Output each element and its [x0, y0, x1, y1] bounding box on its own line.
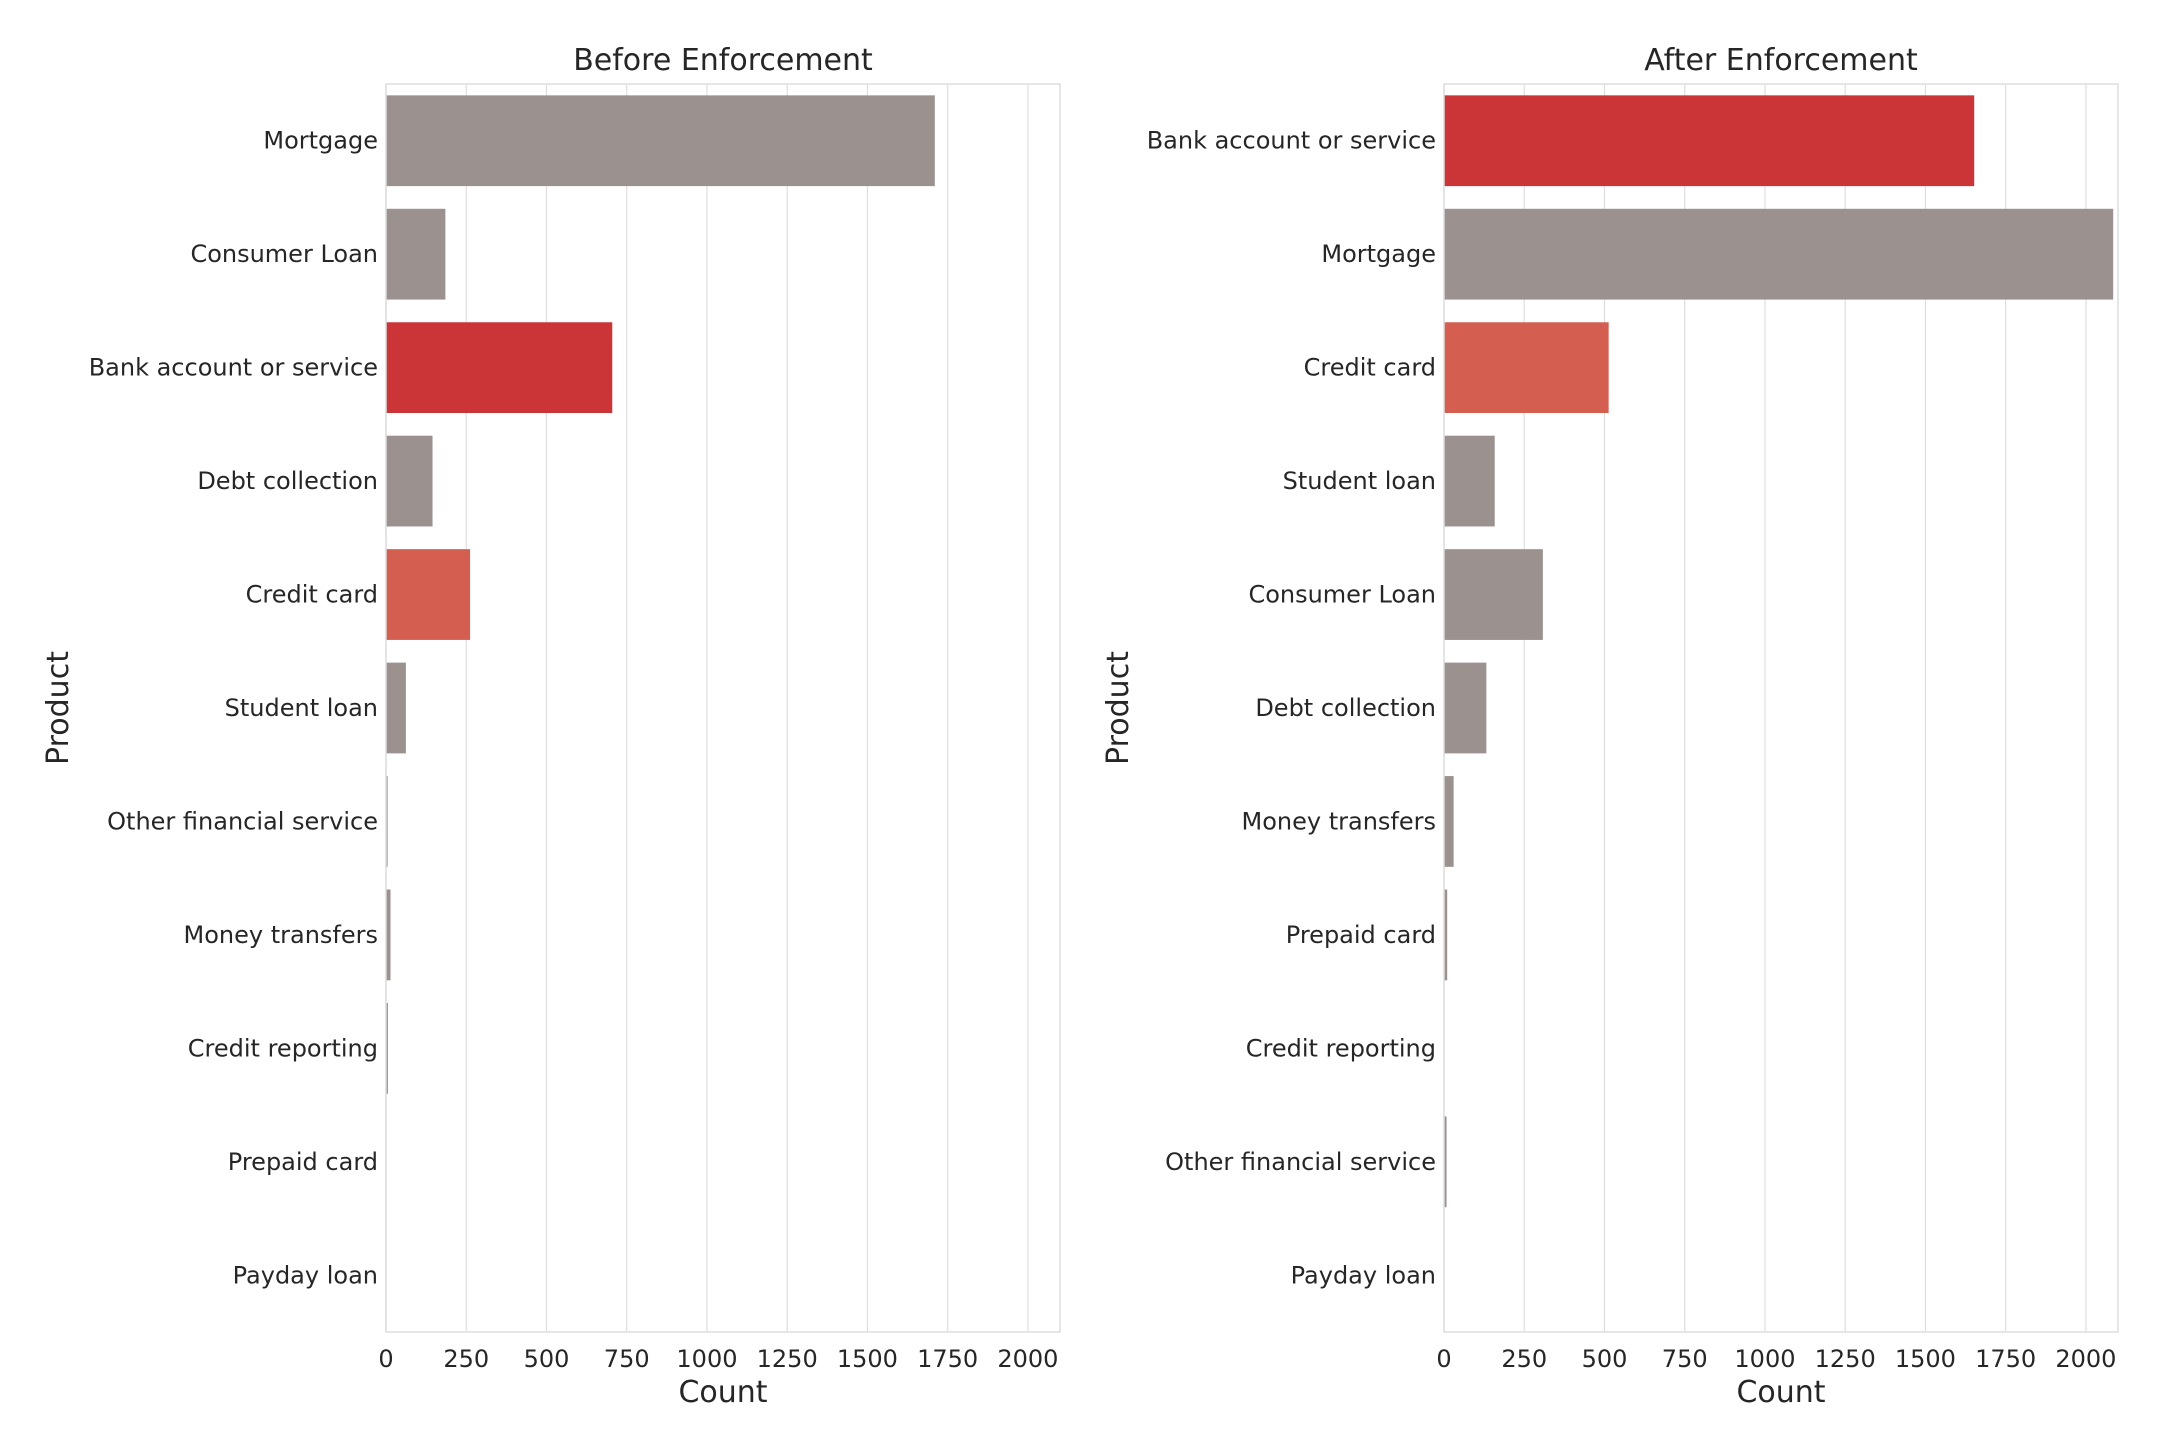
x-tick-label: 250 — [443, 1345, 489, 1373]
x-tick-label: 500 — [524, 1345, 570, 1373]
x-tick-label: 1000 — [1734, 1345, 1795, 1373]
y-tick-label: Bank account or service — [1147, 127, 1436, 155]
y-tick-label: Mortgage — [263, 127, 378, 155]
x-tick-label: 1750 — [1975, 1345, 2036, 1373]
y-tick-label: Student loan — [1283, 467, 1436, 495]
y-tick-label: Payday loan — [233, 1261, 378, 1289]
plot-frame — [385, 83, 1061, 1333]
x-tick-label: 750 — [604, 1345, 650, 1373]
y-tick-label: Credit reporting — [1246, 1034, 1436, 1062]
bar-student-loan — [386, 662, 406, 754]
bar-prepaid-card — [1444, 889, 1448, 981]
bar-credit-card — [386, 549, 471, 640]
y-axis-label: Product — [41, 651, 76, 765]
x-tick-label: 1250 — [1815, 1345, 1876, 1373]
x-tick-label: 1750 — [917, 1345, 978, 1373]
y-tick-label: Debt collection — [1255, 694, 1436, 722]
bar-other-financial-service — [386, 776, 388, 867]
bar-credit-reporting — [386, 1002, 388, 1094]
y-tick-label: Bank account or service — [89, 354, 378, 382]
y-tick-label: Credit card — [246, 581, 378, 609]
bar-debt-collection — [386, 435, 433, 527]
x-tick-label: 500 — [1582, 1345, 1628, 1373]
after-enforcement-panel: Bank account or service Mortgage Credit ca… — [1101, 43, 2119, 1410]
y-tick-label: Debt collection — [197, 467, 378, 495]
x-tick-label: 0 — [1436, 1345, 1451, 1373]
y-tick-label: Prepaid card — [1286, 921, 1436, 949]
chart-title: After Enforcement — [1644, 43, 1918, 78]
bar-mortgage — [386, 95, 935, 187]
bar-other-financial-service — [1444, 1116, 1447, 1208]
y-tick-label: Student loan — [225, 694, 378, 722]
bar-credit-card — [1444, 322, 1609, 414]
chart-title: Before Enforcement — [573, 43, 873, 78]
y-tick-label: Other financial service — [1165, 1148, 1436, 1176]
y-tick-label: Prepaid card — [228, 1148, 378, 1176]
bar-consumer-loan — [386, 208, 446, 300]
x-tick-label: 0 — [378, 1345, 393, 1373]
before-enforcement-panel: Mortgage Consumer Loan Bank account or ser… — [41, 43, 1061, 1410]
x-axis-label: Count — [1736, 1375, 1825, 1410]
bar-student-loan — [1444, 435, 1495, 527]
x-tick-label: 1000 — [676, 1345, 737, 1373]
bar-mortgage — [1444, 208, 2114, 300]
bar-bank-account-or-service — [386, 322, 613, 414]
y-tick-label: Money transfers — [184, 921, 378, 949]
y-tick-label: Credit card — [1304, 354, 1436, 382]
bar-bank-account-or-service — [1444, 95, 1975, 187]
bar-consumer-loan — [1444, 549, 1543, 640]
y-tick-label: Payday loan — [1291, 1261, 1436, 1289]
x-tick-label: 1500 — [837, 1345, 898, 1373]
bar-money-transfers — [1444, 776, 1454, 867]
x-axis-label: Count — [678, 1375, 767, 1410]
y-tick-label: Mortgage — [1321, 240, 1436, 268]
y-tick-label: Credit reporting — [188, 1034, 378, 1062]
y-tick-label: Consumer Loan — [190, 240, 378, 268]
x-tick-label: 2000 — [2055, 1345, 2116, 1373]
x-tick-label: 750 — [1662, 1345, 1708, 1373]
y-tick-label: Consumer Loan — [1248, 581, 1436, 609]
plot-frame — [1443, 83, 2119, 1333]
bar-debt-collection — [1444, 662, 1487, 754]
x-tick-label: 2000 — [997, 1345, 1058, 1373]
y-axis-label: Product — [1101, 651, 1136, 765]
x-tick-label: 1500 — [1895, 1345, 1956, 1373]
y-tick-label: Other financial service — [107, 807, 378, 835]
y-tick-label: Money transfers — [1242, 807, 1436, 835]
x-tick-label: 250 — [1501, 1345, 1547, 1373]
bar-money-transfers — [386, 889, 391, 981]
x-tick-label: 1250 — [757, 1345, 818, 1373]
